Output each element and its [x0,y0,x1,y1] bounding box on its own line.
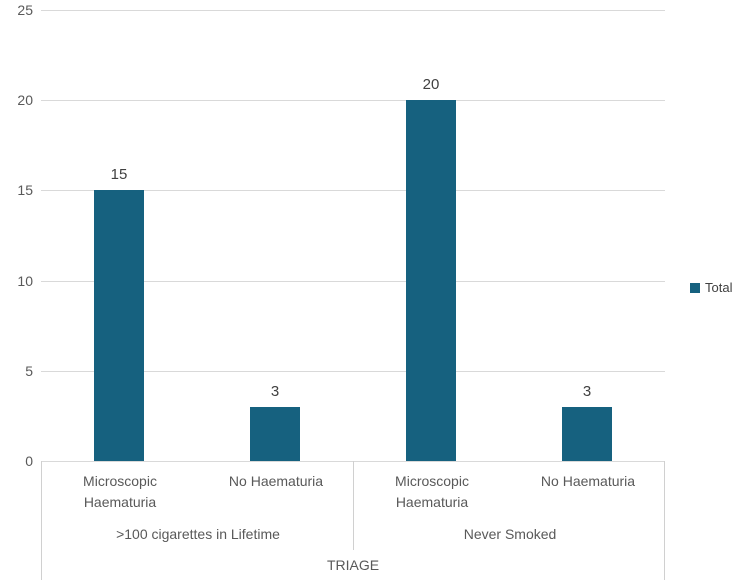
legend: Total [690,280,732,295]
bar [562,406,612,461]
bar [406,100,456,461]
y-tick-label: 15 [17,182,33,199]
category-axis: Microscopic Haematuria No Haematuria Micro… [41,461,665,580]
gridline [41,280,665,282]
gridline [41,370,665,372]
category-label: No Haematuria [228,473,324,489]
bar-data-label: 3 [582,382,592,400]
y-tick-label: 0 [25,453,33,469]
category-label: No Haematuria [540,473,636,489]
category-label: Microscopic Haematuria [83,473,157,510]
legend-swatch-icon [690,282,700,293]
group-label: >100 cigarettes in Lifetime [116,526,280,542]
bar [94,190,144,461]
category-label: Microscopic Haematuria [395,473,469,510]
group-label: Never Smoked [463,526,557,542]
bar-data-label: 20 [422,76,440,94]
bar-data-label: 3 [270,382,280,400]
category-group-divider [353,461,354,550]
x-axis-title: TRIAGE [326,557,380,573]
legend-label: Total [705,280,733,295]
y-tick-label: 20 [17,92,33,109]
y-tick-label: 10 [17,272,33,289]
bar [250,406,300,461]
gridline [41,10,665,11]
gridline [41,100,665,102]
bar-data-label: 15 [110,166,128,184]
y-tick-label: 25 [17,2,33,18]
y-tick-label: 5 [25,362,33,379]
gridline [41,190,665,192]
